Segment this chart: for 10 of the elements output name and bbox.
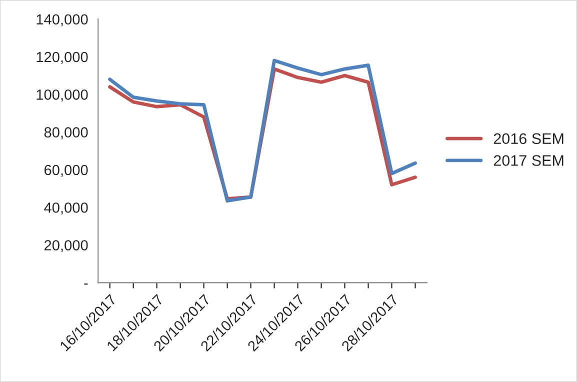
y-tick-label: 20,000 xyxy=(44,240,88,252)
y-tick-label: 60,000 xyxy=(44,164,88,177)
y-tick-label: 80,000 xyxy=(44,127,88,140)
y-tick-label: 100,000 xyxy=(36,90,88,102)
y-tick-label: 120,000 xyxy=(36,52,88,64)
y-tick-label: - xyxy=(84,284,88,285)
y-tick-label: 140,000 xyxy=(36,14,88,26)
legend-label: 2016 SEM xyxy=(494,133,564,144)
legend-label: 2017 SEM xyxy=(494,155,564,166)
y-tick-label: 40,000 xyxy=(44,202,88,215)
